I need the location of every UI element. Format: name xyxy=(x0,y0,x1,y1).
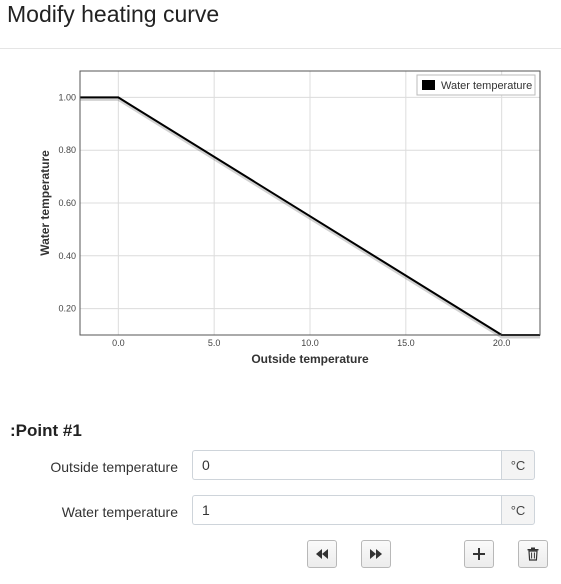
point-title: :Point #1 xyxy=(10,421,82,440)
title-divider xyxy=(0,48,561,49)
x-axis-label: Outside temperature xyxy=(251,352,369,366)
y-axis-label: Water temperature xyxy=(38,150,52,256)
outside-temperature-input[interactable] xyxy=(192,450,501,480)
y-tick-label: 1.00 xyxy=(58,92,76,102)
legend-swatch xyxy=(422,80,435,90)
y-tick-labels: 0.20 0.40 0.60 0.80 1.00 xyxy=(58,92,76,313)
next-point-button[interactable] xyxy=(361,540,391,568)
x-tick-label: 10.0 xyxy=(301,338,319,348)
outside-temperature-unit: °C xyxy=(501,450,535,480)
x-tick-labels: 0.0 5.0 10.0 15.0 20.0 xyxy=(112,338,510,348)
trash-icon xyxy=(527,547,539,561)
legend-label: Water temperature xyxy=(441,80,532,92)
plus-icon xyxy=(473,548,485,560)
heating-curve-chart[interactable]: 0.20 0.40 0.60 0.80 1.00 0.0 5.0 10.0 15.0 20.0 … xyxy=(0,60,561,380)
series-shadow xyxy=(80,97,540,339)
previous-point-button[interactable] xyxy=(307,540,337,568)
y-tick-label: 0.20 xyxy=(58,304,76,314)
legend-box xyxy=(416,74,536,96)
y-tick-label: 0.80 xyxy=(58,145,76,155)
delete-point-button[interactable] xyxy=(518,540,548,568)
chart-grid xyxy=(80,71,540,335)
water-temperature-group: °C xyxy=(192,495,535,525)
fast-forward-icon xyxy=(370,549,382,559)
page-title: Modify heating curve xyxy=(7,1,220,27)
x-tick-label: 0.0 xyxy=(112,338,125,348)
outside-temperature-group: °C xyxy=(192,450,535,480)
y-tick-label: 0.40 xyxy=(58,251,76,261)
water-temperature-label: Water temperature xyxy=(61,504,178,520)
plot-frame xyxy=(79,70,541,336)
rewind-icon xyxy=(316,549,328,559)
chart-svg[interactable]: 0.200.400.600.801.00 0.0 5.0 10.0 15.0 20.0 … xyxy=(0,60,561,380)
chart-legend[interactable]: Water temperature xyxy=(416,74,536,96)
water-temperature-input[interactable] xyxy=(192,495,501,525)
outside-temperature-label: Outside temperature xyxy=(50,459,178,475)
x-tick-label: 20.0 xyxy=(493,338,511,348)
x-tick-label: 5.0 xyxy=(208,338,221,348)
y-tick-label: 0.60 xyxy=(58,198,76,208)
add-point-button[interactable] xyxy=(464,540,494,568)
water-temperature-unit: °C xyxy=(501,495,535,525)
x-tick-label: 15.0 xyxy=(397,338,415,348)
